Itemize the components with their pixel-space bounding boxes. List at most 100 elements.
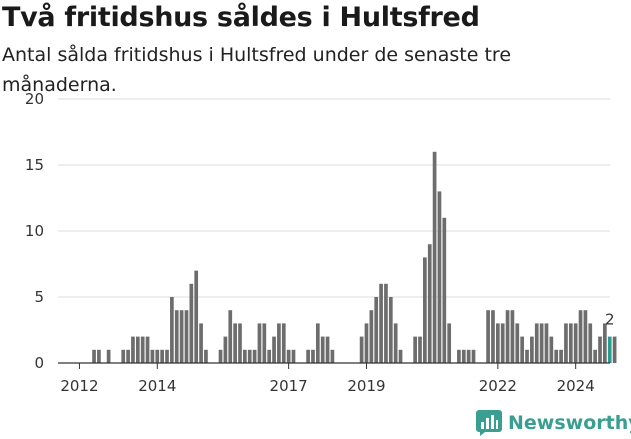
bar <box>184 310 189 363</box>
bar <box>131 336 135 363</box>
x-tick-label: 2012 <box>60 377 98 395</box>
bar <box>603 323 607 363</box>
brand-name: Newsworthy <box>508 412 631 434</box>
bar <box>525 349 529 363</box>
y-tick-label: 5 <box>34 288 44 306</box>
bar <box>92 349 96 363</box>
bar <box>447 323 452 363</box>
bar <box>598 336 602 363</box>
newsworthy-logo-icon <box>476 410 502 436</box>
bar <box>170 297 174 363</box>
bar <box>374 297 379 363</box>
bar <box>150 349 155 363</box>
bar <box>588 323 593 363</box>
highlight-bar <box>607 336 612 363</box>
bar <box>97 349 101 363</box>
bar <box>583 310 588 363</box>
bar <box>486 310 490 363</box>
bar <box>267 349 272 363</box>
bar <box>286 349 291 363</box>
bar <box>427 244 432 363</box>
chart-subtitle: Antal sålda fritidshus i Hultsfred under… <box>2 44 512 96</box>
bar <box>330 349 335 363</box>
bar <box>145 336 150 363</box>
x-tick-label: 2022 <box>479 377 517 395</box>
x-tick-label: 2024 <box>557 377 595 395</box>
bar <box>223 336 228 363</box>
bar <box>510 310 515 363</box>
bar <box>471 349 476 363</box>
bar <box>135 336 140 363</box>
bar <box>238 323 242 363</box>
bar <box>257 323 262 363</box>
bar <box>515 323 520 363</box>
bar <box>559 349 563 363</box>
bar <box>364 323 369 363</box>
bar <box>262 323 267 363</box>
y-tick-label: 0 <box>34 354 44 372</box>
bar <box>520 336 525 363</box>
x-tick-label: 2014 <box>138 377 176 395</box>
bar <box>189 283 194 363</box>
newsworthy-logo: Newsworthy <box>476 410 631 436</box>
bar <box>369 310 374 363</box>
bar <box>578 310 583 363</box>
bar <box>418 336 422 363</box>
bar <box>432 151 437 363</box>
bar <box>554 349 559 363</box>
bar <box>530 336 534 363</box>
bar <box>165 349 169 363</box>
bar <box>204 349 208 363</box>
bar <box>126 349 130 363</box>
bar <box>155 349 160 363</box>
bar <box>272 336 276 363</box>
chart-title: Två fritidshus såldes i Hultsfred <box>2 2 480 33</box>
bar <box>359 336 364 363</box>
bar <box>199 323 203 363</box>
bar <box>573 323 578 363</box>
x-tick-label: 2019 <box>347 377 385 395</box>
bar <box>325 336 330 363</box>
bar <box>179 310 184 363</box>
bar <box>384 283 388 363</box>
bar <box>233 323 237 363</box>
bar <box>140 336 145 363</box>
bar <box>291 349 296 363</box>
bar <box>500 323 505 363</box>
bar <box>612 336 617 363</box>
bar <box>174 310 179 363</box>
bar <box>442 217 447 363</box>
bar <box>505 310 510 363</box>
bar <box>398 349 403 363</box>
bar <box>379 283 383 363</box>
bar <box>277 323 281 363</box>
bar <box>388 297 393 363</box>
bar <box>106 349 111 363</box>
bar <box>315 323 320 363</box>
bar <box>243 349 247 363</box>
bar <box>491 310 495 363</box>
bar <box>121 349 126 363</box>
bar <box>218 349 223 363</box>
bar <box>593 349 597 363</box>
bar <box>549 336 554 363</box>
y-tick-label: 15 <box>25 156 44 174</box>
bar <box>423 257 427 363</box>
bar <box>466 349 471 363</box>
bar <box>544 323 549 363</box>
bar <box>457 349 461 363</box>
x-tick-label: 2017 <box>270 377 308 395</box>
highlight-value-label: 2 <box>605 311 615 329</box>
y-tick-label: 20 <box>25 90 44 108</box>
bar <box>320 336 325 363</box>
bar <box>247 349 252 363</box>
bar <box>539 323 544 363</box>
bar <box>393 323 398 363</box>
y-tick-label: 10 <box>25 222 44 240</box>
bar <box>160 349 164 363</box>
bar <box>306 349 310 363</box>
bar <box>534 323 539 363</box>
bar <box>437 191 442 363</box>
bar <box>252 349 257 363</box>
